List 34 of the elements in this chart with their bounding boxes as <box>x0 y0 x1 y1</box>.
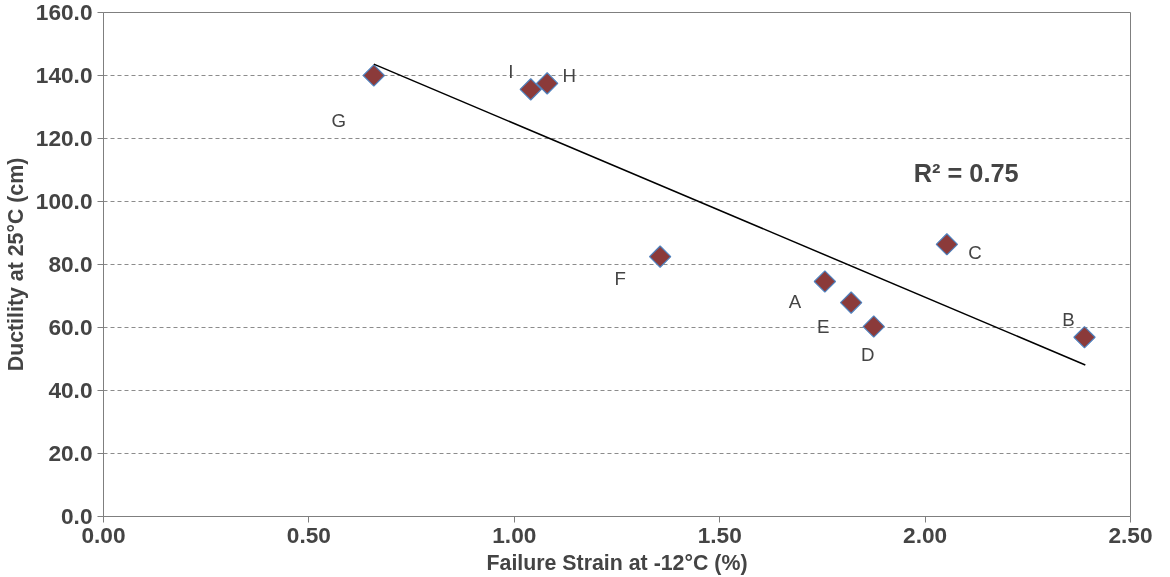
point <box>813 270 837 293</box>
point <box>839 291 863 314</box>
point <box>519 78 542 101</box>
y-axis-title: Ductility at 25°C (cm) <box>3 157 28 372</box>
x-tick-label: 1.50 <box>697 521 742 548</box>
x-tick-label: 1.00 <box>492 521 537 548</box>
annotation: B <box>1062 308 1075 330</box>
x-tick-label: 2.50 <box>1108 521 1153 548</box>
annotation: I <box>508 60 514 82</box>
annotation: D <box>861 344 875 366</box>
y-tick-label: 120.0 <box>35 125 93 151</box>
x-tick-label: 2.00 <box>903 521 948 548</box>
point <box>362 64 386 87</box>
x-axis-title: Failure Strain at -12°C (%) <box>486 550 748 575</box>
point <box>1073 326 1096 349</box>
y-tick-label: 60.0 <box>48 314 93 340</box>
x-tick-label: 0.50 <box>286 521 331 548</box>
y-tick-label: 20.0 <box>48 440 93 466</box>
annotation: F <box>614 268 626 290</box>
annotation: G <box>331 110 347 131</box>
y-tick-label: 160.0 <box>35 0 93 25</box>
y-tick-label: 140.0 <box>35 62 93 88</box>
point <box>648 245 672 268</box>
annotation: R² = 0.75 <box>913 159 1019 188</box>
point <box>535 72 559 95</box>
y-tick-label: 40.0 <box>48 377 93 403</box>
y-tick-label: 100.0 <box>35 188 93 214</box>
y-tick-label: 80.0 <box>48 251 93 277</box>
annotation: A <box>788 291 802 313</box>
annotation: H <box>562 64 576 86</box>
point <box>862 315 885 338</box>
point <box>935 233 959 256</box>
annotation: E <box>816 316 830 338</box>
annotation: C <box>968 241 982 263</box>
